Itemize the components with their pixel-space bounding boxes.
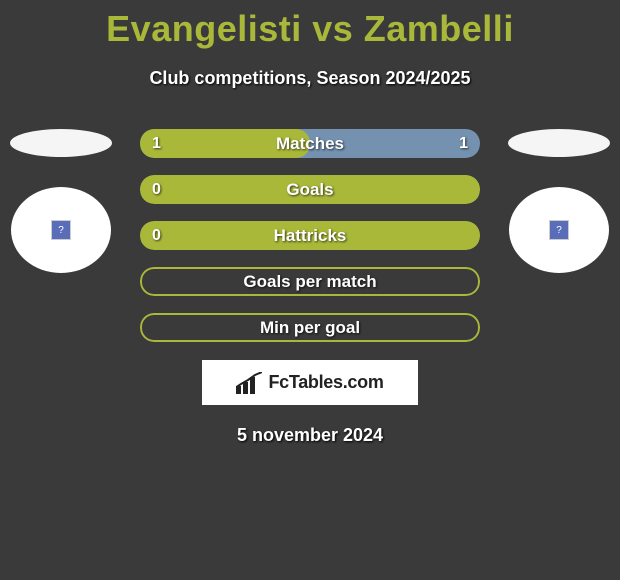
stat-label: Min per goal <box>140 313 480 342</box>
date-label: 5 november 2024 <box>0 425 620 446</box>
page-title: Evangelisti vs Zambelli <box>0 0 620 50</box>
right-flag <box>508 129 610 157</box>
branding-text: FcTables.com <box>268 372 383 393</box>
stat-label: Matches <box>140 129 480 158</box>
stat-row: Goals per match <box>140 267 480 296</box>
stat-label: Goals <box>140 175 480 204</box>
stat-row: 0Hattricks <box>140 221 480 250</box>
branding-badge: FcTables.com <box>202 360 418 405</box>
stat-label: Hattricks <box>140 221 480 250</box>
subtitle: Club competitions, Season 2024/2025 <box>0 68 620 89</box>
stat-rows: 11Matches 0Goals 0Hattricks Goals per match… <box>140 129 480 342</box>
stat-label: Goals per match <box>140 267 480 296</box>
stat-row: Min per goal <box>140 313 480 342</box>
stat-row: 11Matches <box>140 129 480 158</box>
right-club-logo: ? <box>509 187 609 273</box>
left-club-logo: ? <box>11 187 111 273</box>
placeholder-icon: ? <box>51 220 71 240</box>
right-player-area: ? <box>508 129 610 273</box>
content-area: ? 11Matches 0Goals 0Hattricks Goals per mat… <box>0 129 620 342</box>
comparison-infographic: Evangelisti vs Zambelli Club competition… <box>0 0 620 580</box>
chart-icon <box>236 372 262 394</box>
left-player-area: ? <box>10 129 112 273</box>
placeholder-icon: ? <box>549 220 569 240</box>
stat-row: 0Goals <box>140 175 480 204</box>
left-flag <box>10 129 112 157</box>
